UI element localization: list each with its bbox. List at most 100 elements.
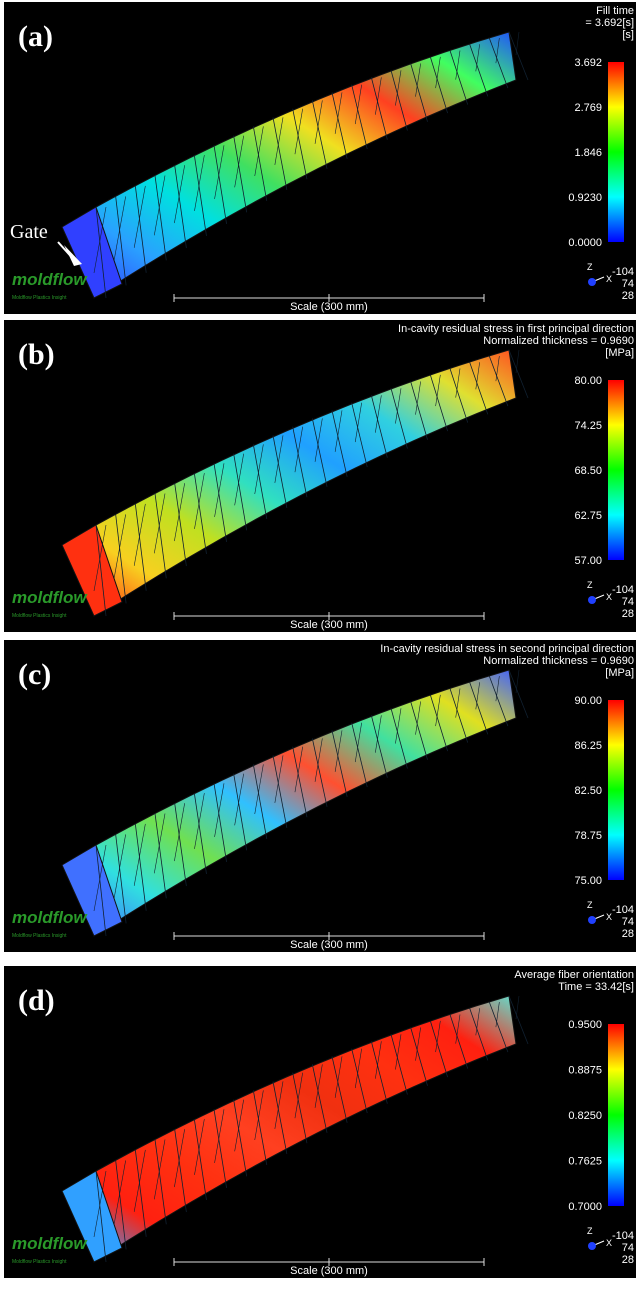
mesh-line xyxy=(395,708,402,744)
mesh-line xyxy=(515,995,520,1020)
mesh-line xyxy=(415,701,421,735)
mesh-line xyxy=(234,1099,244,1152)
logo: moldflow xyxy=(12,908,88,927)
mesh-line xyxy=(272,1081,288,1155)
mesh-line xyxy=(429,374,449,432)
mesh-line xyxy=(95,206,107,299)
mesh-line xyxy=(311,100,328,169)
scale-label: Scale (300 mm) xyxy=(290,301,368,313)
axis-value: 74 xyxy=(622,1242,634,1254)
mesh-line xyxy=(115,834,127,924)
mesh-line xyxy=(113,514,126,579)
axis-triad-center xyxy=(588,596,596,604)
part-end xyxy=(61,206,123,299)
mesh-line xyxy=(272,435,288,509)
mesh-line xyxy=(455,1014,461,1044)
legend-tick-label: 74.25 xyxy=(574,420,602,432)
mesh-line xyxy=(174,483,185,542)
mesh-line xyxy=(515,669,520,694)
mesh-line xyxy=(134,823,147,911)
mesh-line xyxy=(469,44,489,97)
mesh-line xyxy=(334,410,343,452)
part-body xyxy=(93,349,517,617)
mesh-line xyxy=(233,773,248,851)
mesh-line xyxy=(134,503,147,591)
legend-tick-label: 1.846 xyxy=(574,147,602,159)
scale-label: Scale (300 mm) xyxy=(290,1265,368,1277)
part-body xyxy=(93,669,517,937)
mesh-line xyxy=(272,117,288,191)
legend-tick-label: 0.7000 xyxy=(568,1201,602,1213)
mesh-line xyxy=(154,175,167,261)
mesh-line xyxy=(193,793,207,874)
mesh-line xyxy=(311,418,328,487)
mesh-line xyxy=(311,738,328,807)
axis-letter: X xyxy=(606,274,612,284)
panel: (c) In-cavity residual stress in second p… xyxy=(4,640,636,952)
mesh-line xyxy=(429,56,449,114)
mesh-line xyxy=(475,44,480,72)
mesh-line xyxy=(113,196,126,261)
mesh-line xyxy=(194,473,205,529)
mesh-line xyxy=(252,764,268,840)
mesh-line xyxy=(475,1008,480,1036)
mesh-line xyxy=(435,694,441,727)
mesh-line xyxy=(174,165,185,224)
mesh-line xyxy=(469,362,489,415)
legend-tick-label: 57.00 xyxy=(574,555,602,567)
axis-value: 28 xyxy=(622,928,634,940)
mesh-line xyxy=(254,126,264,177)
logo-subtitle: Moldflow Plastics Insight xyxy=(12,1259,67,1265)
mesh-line xyxy=(334,92,343,134)
mesh-line xyxy=(488,675,509,727)
mesh-line xyxy=(214,1109,225,1164)
legend-title: Fill time xyxy=(596,5,634,17)
mesh-line xyxy=(495,38,500,64)
mesh-line xyxy=(294,1072,303,1119)
mesh-line xyxy=(334,1056,343,1098)
mesh-line xyxy=(429,694,449,752)
legend-tick-label: 68.50 xyxy=(574,465,602,477)
legend-tick-label: 82.50 xyxy=(574,785,602,797)
mesh-line xyxy=(331,1056,348,1123)
mesh-line xyxy=(370,395,388,458)
mesh-line xyxy=(469,1008,489,1061)
legend-tick-label: 0.0000 xyxy=(568,237,602,249)
mesh-line xyxy=(475,362,480,390)
mesh-line xyxy=(495,356,500,382)
axis-value: 74 xyxy=(622,596,634,608)
mesh-line xyxy=(213,1109,227,1189)
panel-label: (a) xyxy=(18,20,53,53)
axis-value: 28 xyxy=(622,1254,634,1266)
mesh-line xyxy=(115,514,127,604)
mesh-line xyxy=(233,1099,248,1177)
mesh-line xyxy=(274,117,284,165)
mesh-line xyxy=(174,803,187,887)
mesh-line xyxy=(95,1170,107,1263)
axis-letter: Z xyxy=(587,900,593,910)
mesh-line xyxy=(174,483,187,567)
mesh-line xyxy=(93,844,107,912)
mesh-line xyxy=(115,196,127,286)
scale-label: Scale (300 mm) xyxy=(290,619,368,631)
legend-title: [MPa] xyxy=(605,667,634,679)
mesh-line xyxy=(488,1001,509,1053)
mesh-line xyxy=(254,764,264,815)
legend-tick-label: 90.00 xyxy=(574,695,602,707)
mesh-line xyxy=(449,368,469,423)
mesh-line xyxy=(351,722,368,788)
mesh-line xyxy=(508,31,529,81)
mesh-line xyxy=(194,793,205,849)
mesh-line xyxy=(351,84,368,150)
mesh-line xyxy=(331,92,348,159)
mesh-line xyxy=(154,1139,167,1225)
mesh-line xyxy=(469,682,489,735)
mesh-line xyxy=(375,77,382,115)
mesh-line xyxy=(133,823,146,886)
mesh-line xyxy=(415,1027,421,1061)
part-body xyxy=(93,31,517,299)
mesh-line xyxy=(252,1090,268,1166)
mesh-line xyxy=(390,70,408,131)
axis-letter: X xyxy=(606,592,612,602)
